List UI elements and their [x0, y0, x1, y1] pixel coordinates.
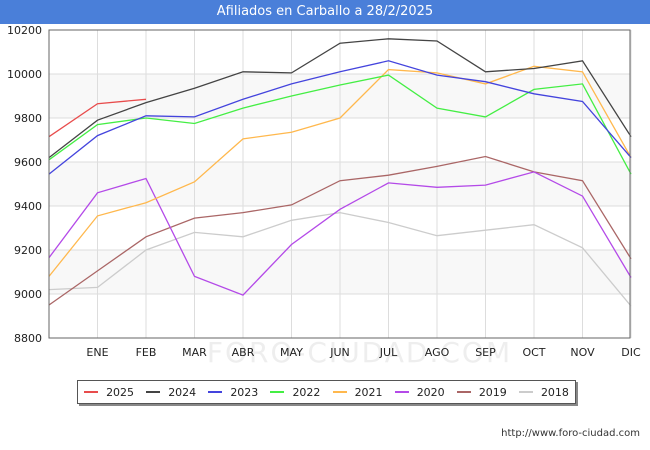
x-tick-label: JUL: [379, 346, 398, 359]
legend-swatch: [84, 391, 99, 393]
legend-label: 2022: [292, 385, 321, 399]
x-tick-label: DIC: [621, 346, 641, 359]
series-line-2023: [48, 60, 632, 175]
legend: 2025 2024 2023 2022 2021 2020 2019 2018: [77, 380, 576, 404]
legend-item-2025: 2025: [84, 386, 134, 399]
y-tick-label: 10000: [7, 68, 42, 81]
legend-swatch: [146, 391, 161, 393]
legend-label: 2023: [230, 385, 259, 399]
legend-item-2021: 2021: [332, 385, 383, 399]
y-tick-label: 9800: [14, 112, 42, 125]
x-tick-label: MAY: [280, 346, 303, 359]
series-line-2018: [48, 211, 632, 307]
watermark: FORO-CIUDAD.COM: [207, 336, 512, 369]
y-tick-label: 9600: [14, 156, 42, 169]
x-tick-label: MAR: [182, 346, 207, 359]
x-tick-label: NOV: [570, 346, 595, 359]
x-tick-label: OCT: [522, 346, 545, 359]
y-tick-label: 9000: [14, 288, 42, 301]
legend-label: 2018: [540, 385, 569, 399]
legend-label: 2024: [168, 385, 197, 399]
legend-label: 2019: [478, 385, 507, 399]
series-line-2025: [48, 98, 147, 138]
legend-item-2024: 2024: [146, 386, 196, 399]
legend-item-2020: 2020: [394, 385, 445, 399]
legend-swatch: [270, 391, 285, 393]
line-chart: FORO-CIUDAD.COM 8800 9000 9200 9400 9600 9800…: [7, 24, 641, 369]
legend-swatch: [332, 391, 347, 393]
series-line-2021: [48, 65, 632, 277]
x-tick-label: SEP: [475, 346, 496, 359]
source-url[interactable]: http://www.foro-ciudad.com: [501, 428, 640, 439]
legend-label: 2025: [106, 385, 135, 399]
legend-item-2019: 2019: [456, 385, 507, 399]
chart-title: Afiliados en Carballo a 28/2/2025: [0, 0, 650, 24]
legend-swatch: [518, 391, 533, 393]
legend-label: 2021: [354, 385, 383, 399]
x-tick-label: ENE: [86, 346, 108, 359]
legend-label: 2020: [416, 385, 445, 399]
legend-swatch: [394, 391, 409, 393]
legend-swatch: [208, 391, 223, 393]
series-line-2022: [48, 74, 632, 175]
x-tick-label: ABR: [232, 346, 255, 359]
legend-item-2022: 2022: [270, 386, 320, 399]
series-line-2020: [48, 171, 632, 296]
y-tick-label: 9400: [14, 200, 42, 213]
plot-border: [48, 29, 631, 339]
legend-item-2018: 2018: [518, 385, 569, 399]
series-line-2024: [48, 38, 632, 159]
legend-swatch: [456, 391, 471, 393]
x-tick-label: FEB: [136, 346, 157, 359]
y-tick-label: 8800: [14, 332, 42, 345]
x-tick-label: JUN: [329, 346, 350, 359]
x-tick-label: AGO: [425, 346, 450, 359]
y-tick-label: 10200: [7, 24, 42, 37]
legend-item-2023: 2023: [208, 386, 258, 399]
y-tick-label: 9200: [14, 244, 42, 257]
